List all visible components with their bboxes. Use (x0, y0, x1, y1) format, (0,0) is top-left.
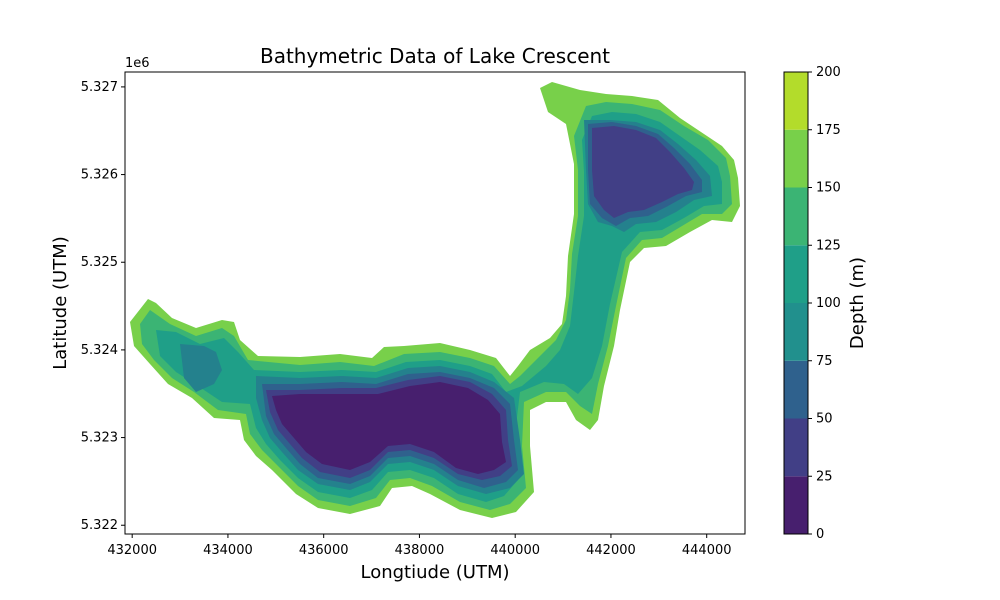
y-offset-text: 1e6 (125, 56, 150, 71)
colorbar-tick-label: 150 (816, 181, 841, 196)
colorbar-tick-label: 100 (816, 296, 841, 311)
y-tick-label: 5.322 (81, 518, 118, 533)
y-tick-label: 5.325 (81, 255, 118, 270)
x-axis: 432000 434000 436000 438000 440000 442000 4440… (107, 534, 731, 558)
colorbar-segment (784, 303, 808, 361)
colorbar-label: Depth (m) (847, 257, 868, 349)
x-tick-label: 444000 (682, 543, 732, 558)
colorbar-tick-label: 125 (816, 238, 841, 253)
y-axis: 5.322 5.323 5.324 5.325 5.326 5.327 (81, 80, 125, 533)
y-tick-label: 5.327 (81, 80, 118, 95)
colorbar-tick-label: 75 (816, 354, 833, 369)
colorbar-segment (784, 245, 808, 303)
colorbar-tick-label: 200 (816, 65, 841, 80)
colorbar-tick-label: 25 (816, 469, 833, 484)
x-tick-label: 442000 (586, 543, 636, 558)
colorbar-segment (784, 72, 808, 130)
colorbar-segment (784, 361, 808, 419)
colorbar-segment (784, 476, 808, 534)
contour-layers (130, 82, 740, 518)
y-axis-label: Latitude (UTM) (50, 236, 71, 370)
x-tick-label: 434000 (203, 543, 253, 558)
chart-title: Bathymetric Data of Lake Crescent (260, 44, 610, 68)
colorbar-tick-label: 50 (816, 412, 833, 427)
x-tick-label: 432000 (107, 543, 157, 558)
colorbar-segment (784, 130, 808, 188)
y-tick-label: 5.326 (81, 168, 118, 183)
x-tick-label: 440000 (490, 543, 540, 558)
colorbar-segment (784, 419, 808, 477)
y-tick-label: 5.324 (81, 343, 118, 358)
y-tick-label: 5.323 (81, 431, 118, 446)
x-tick-label: 438000 (395, 543, 445, 558)
colorbar-tick-label: 175 (816, 123, 841, 138)
x-tick-label: 436000 (299, 543, 349, 558)
colorbar-segment (784, 188, 808, 246)
colorbar-tick-label: 0 (816, 527, 824, 542)
colorbar: 0 25 50 75 100 125 150 175 200 (784, 65, 841, 542)
x-axis-label: Longtiude (UTM) (361, 562, 510, 583)
